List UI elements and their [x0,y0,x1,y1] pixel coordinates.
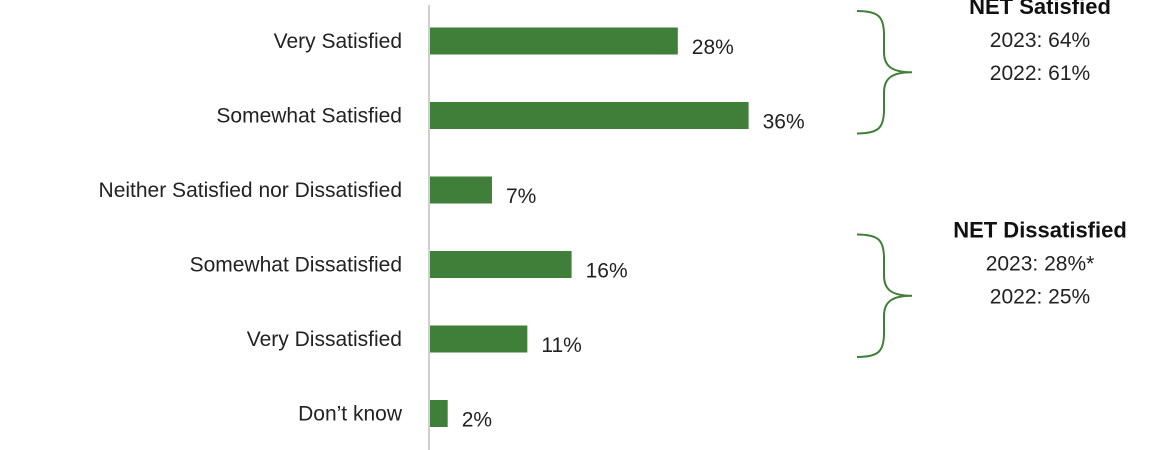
net-line-1-0: 2023: 28%* [986,253,1095,276]
net-title-1: NET Dissatisfied [953,218,1127,243]
bracket-0 [856,10,913,135]
category-label-0: Very Satisfied [274,30,402,53]
value-label-5: 2% [462,409,492,432]
bar-3 [430,251,572,278]
net-title-0: NET Satisfied [969,0,1111,19]
bar-2 [430,176,492,204]
value-label-2: 7% [506,185,536,208]
net-line-0-0: 2023: 64% [990,29,1090,52]
value-label-3: 16% [586,260,628,283]
bar-5 [430,400,448,427]
category-label-1: Somewhat Satisfied [216,105,402,128]
bar-1 [430,102,749,129]
category-label-4: Very Dissatisfied [247,328,402,351]
value-label-1: 36% [763,111,805,134]
value-label-0: 28% [692,36,734,59]
category-label-2: Neither Satisfied nor Dissatisfied [99,179,402,202]
value-label-4: 11% [541,334,581,357]
category-label-5: Don’t know [298,403,403,426]
bars-layer [430,27,749,427]
net-line-0-1: 2022: 61% [990,62,1090,85]
category-label-3: Somewhat Dissatisfied [190,254,402,277]
bar-0 [430,27,678,55]
bracket-1 [856,233,913,358]
labels-layer: Very Satisfied 28% Somewhat Satisfied 36% Ne… [99,30,805,432]
net-line-1-1: 2022: 25% [990,286,1090,309]
annotations-layer: NET Satisfied 2023: 64% 2022: 61% NET Dissa… [856,0,1127,358]
bar-4 [430,325,528,353]
